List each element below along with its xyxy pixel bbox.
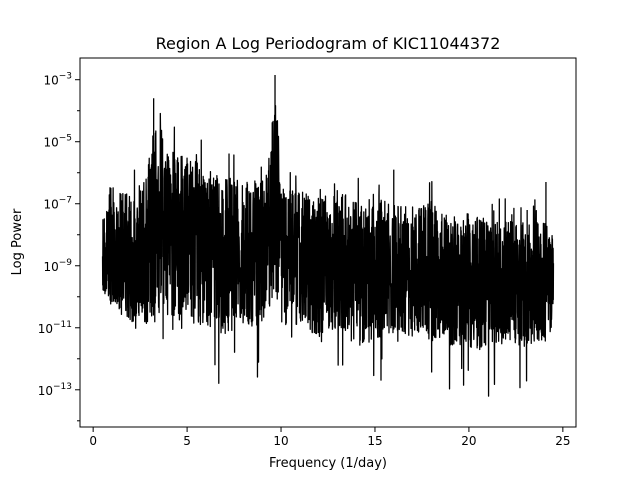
- periodogram-line: [101, 75, 555, 397]
- x-tick-label: 0: [89, 434, 97, 448]
- x-tick-label: 25: [555, 434, 570, 448]
- x-axis: 0 5 10 15 20 25: [89, 427, 570, 448]
- y-tick-label: 10−7: [43, 196, 72, 212]
- y-axis-label: Log Power: [10, 208, 25, 275]
- series-layer: [101, 75, 555, 397]
- y-tick-label: 10−9: [43, 258, 72, 274]
- x-tick-label: 5: [183, 434, 191, 448]
- y-axis: 10−13 10−11 10−9 10−7 10−5 10−3: [38, 72, 80, 422]
- y-tick-label: 10−5: [43, 134, 72, 150]
- x-tick-label: 10: [273, 434, 288, 448]
- y-tick-label: 10−11: [38, 320, 72, 336]
- chart-title: Region A Log Periodogram of KIC11044372: [156, 34, 501, 53]
- y-tick-label: 10−13: [38, 382, 72, 398]
- x-axis-label: Frequency (1/day): [269, 456, 387, 471]
- x-tick-label: 20: [461, 434, 476, 448]
- x-tick-label: 15: [367, 434, 382, 448]
- y-tick-label: 10−3: [43, 72, 72, 88]
- plot-frame: [79, 57, 577, 428]
